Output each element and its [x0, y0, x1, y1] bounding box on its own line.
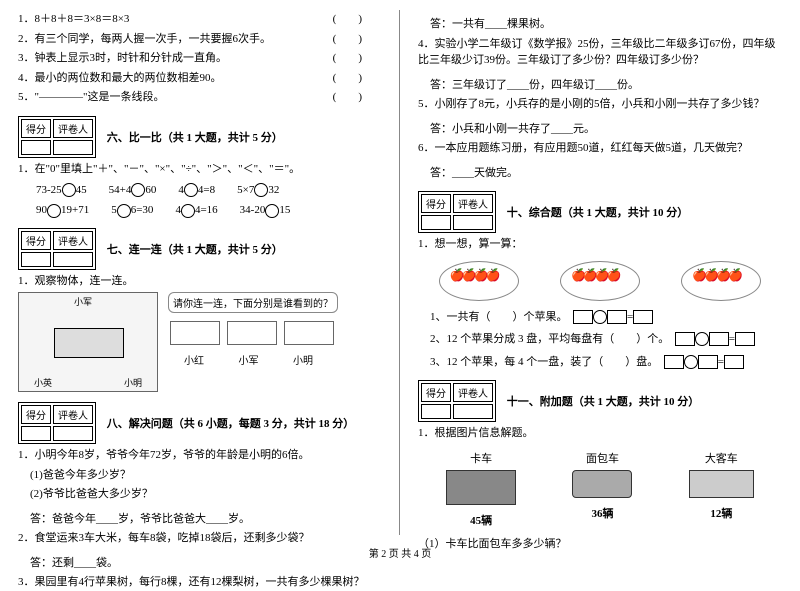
judgment-item: 2．有三个同学，每两人握一次手，一共要握6次手。( ) [18, 31, 382, 48]
scene-image: 小军 小英 小明 [18, 292, 158, 392]
q8-3: 3．果园里有4行苹果树，每行8棵，还有12棵梨树，一共有多少棵果树？ [18, 574, 382, 591]
ans6: 答：____天做完。 [430, 165, 782, 182]
score-box: 得分评卷人 [18, 116, 96, 158]
q8-1: 1．小明今年8岁，爷爷今年72岁，爷爷的年龄是小明的6倍。 [18, 447, 382, 464]
q6: 6．一本应用题练习册，有应用题50道，红红每天做5道，几天做完？ [418, 140, 782, 157]
sec10-sub2: 2、12 个苹果分成 3 盘，平均每盘有（ ）个。 = [430, 331, 782, 348]
ans3: 答：一共有____棵果树。 [430, 16, 782, 33]
section-title: 十一、附加题（共 1 大题，共计 10 分） [507, 393, 700, 409]
judgment-item: 3．钟表上显示3时，时针和分针成一直角。( ) [18, 50, 382, 67]
sec6-question: 1．在"0"里填上"＋"、"－"、"×"、"÷"、"＞"、"＜"、"＝"。 [18, 161, 382, 178]
q5: 5．小刚存了8元，小兵存的是小刚的5倍，小兵和小刚一共存了多少钱？ [418, 96, 782, 113]
vehicle-item: 大客车 12辆 [689, 450, 754, 528]
q8-1b: (2)爷爷比爸爸大多少岁？ [30, 486, 382, 503]
apple-plates [418, 261, 782, 301]
score-box: 得分评卷人 [18, 402, 96, 444]
bus-icon [689, 470, 754, 498]
ans5: 答：小兵和小刚一共存了____元。 [430, 121, 782, 138]
judgment-item: 4．最小的两位数和最大的两位数相差90。( ) [18, 70, 382, 87]
section-7-header: 得分评卷人 七、连一连（共 1 大题，共计 5 分） [18, 228, 382, 270]
view-options: 请你连一连，下面分别是谁看到的？ 小红 小军 小明 [168, 292, 338, 367]
vehicle-row: 卡车 45辆 面包车 36辆 大客车 12辆 [418, 450, 782, 528]
judgment-item: 5．"————"这是一条线段。( ) [18, 89, 382, 106]
page-footer: 第 2 页 共 4 页 [0, 545, 800, 560]
q4: 4．实验小学二年级订《数学报》25份，三年级比二年级多订67份，四年级比三年级少… [418, 36, 782, 69]
observe-layout: 小军 小英 小明 请你连一连，下面分别是谁看到的？ 小红 小军 小明 [18, 292, 382, 392]
sec10-sub3: 3、12 个苹果，每 4 个一盘，装了（ ）盘。 = [430, 354, 782, 371]
vehicle-item: 卡车 45辆 [446, 450, 516, 528]
left-column: 1．8＋8＋8＝3×8＝8×3( ) 2．有三个同学，每两人握一次手，一共要握6… [0, 0, 400, 565]
section-11-header: 得分评卷人 十一、附加题（共 1 大题，共计 10 分） [418, 380, 782, 422]
section-10-header: 得分评卷人 十、综合题（共 1 大题，共计 10 分） [418, 191, 782, 233]
van-icon [572, 470, 632, 498]
ans4: 答：三年级订了____份，四年级订____份。 [430, 77, 782, 94]
section-title: 七、连一连（共 1 大题，共计 5 分） [107, 241, 283, 257]
compare-row: 9019+71 56=30 44=16 34-2015 [36, 201, 382, 217]
sec11-question: 1．根据图片信息解题。 [418, 425, 782, 442]
view-icon [170, 321, 220, 345]
score-box: 得分评卷人 [18, 228, 96, 270]
ans8-1: 答：爸爸今年____岁，爷爷比爸爸大____岁。 [30, 511, 382, 528]
section-title: 六、比一比（共 1 大题，共计 5 分） [107, 129, 283, 145]
judgment-item: 1．8＋8＋8＝3×8＝8×3( ) [18, 11, 382, 28]
sec10-question: 1．想一想，算一算： [418, 236, 782, 253]
truck-icon [446, 470, 516, 505]
speech-bubble: 请你连一连，下面分别是谁看到的？ [168, 292, 338, 313]
score-box: 得分评卷人 [418, 380, 496, 422]
plate-icon [439, 261, 519, 301]
right-column: 答：一共有____棵果树。 4．实验小学二年级订《数学报》25份，三年级比二年级… [400, 0, 800, 565]
section-title: 十、综合题（共 1 大题，共计 10 分） [507, 204, 689, 220]
sec10-sub1: 1、一共有（ ）个苹果。 = [430, 309, 782, 326]
q8-1a: (1)爸爸今年多少岁？ [30, 467, 382, 484]
plate-icon [681, 261, 761, 301]
view-icon [227, 321, 277, 345]
section-8-header: 得分评卷人 八、解决问题（共 6 小题，每题 3 分，共计 18 分） [18, 402, 382, 444]
vehicle-item: 面包车 36辆 [572, 450, 632, 528]
section-6-header: 得分评卷人 六、比一比（共 1 大题，共计 5 分） [18, 116, 382, 158]
plate-icon [560, 261, 640, 301]
view-icon [284, 321, 334, 345]
score-box: 得分评卷人 [418, 191, 496, 233]
section-title: 八、解决问题（共 6 小题，每题 3 分，共计 18 分） [107, 415, 355, 431]
sec7-question: 1．观察物体，连一连。 [18, 273, 382, 290]
compare-row: 73-2545 54+460 44=8 5×732 [36, 181, 382, 197]
judgment-list: 1．8＋8＋8＝3×8＝8×3( ) 2．有三个同学，每两人握一次手，一共要握6… [18, 11, 382, 106]
